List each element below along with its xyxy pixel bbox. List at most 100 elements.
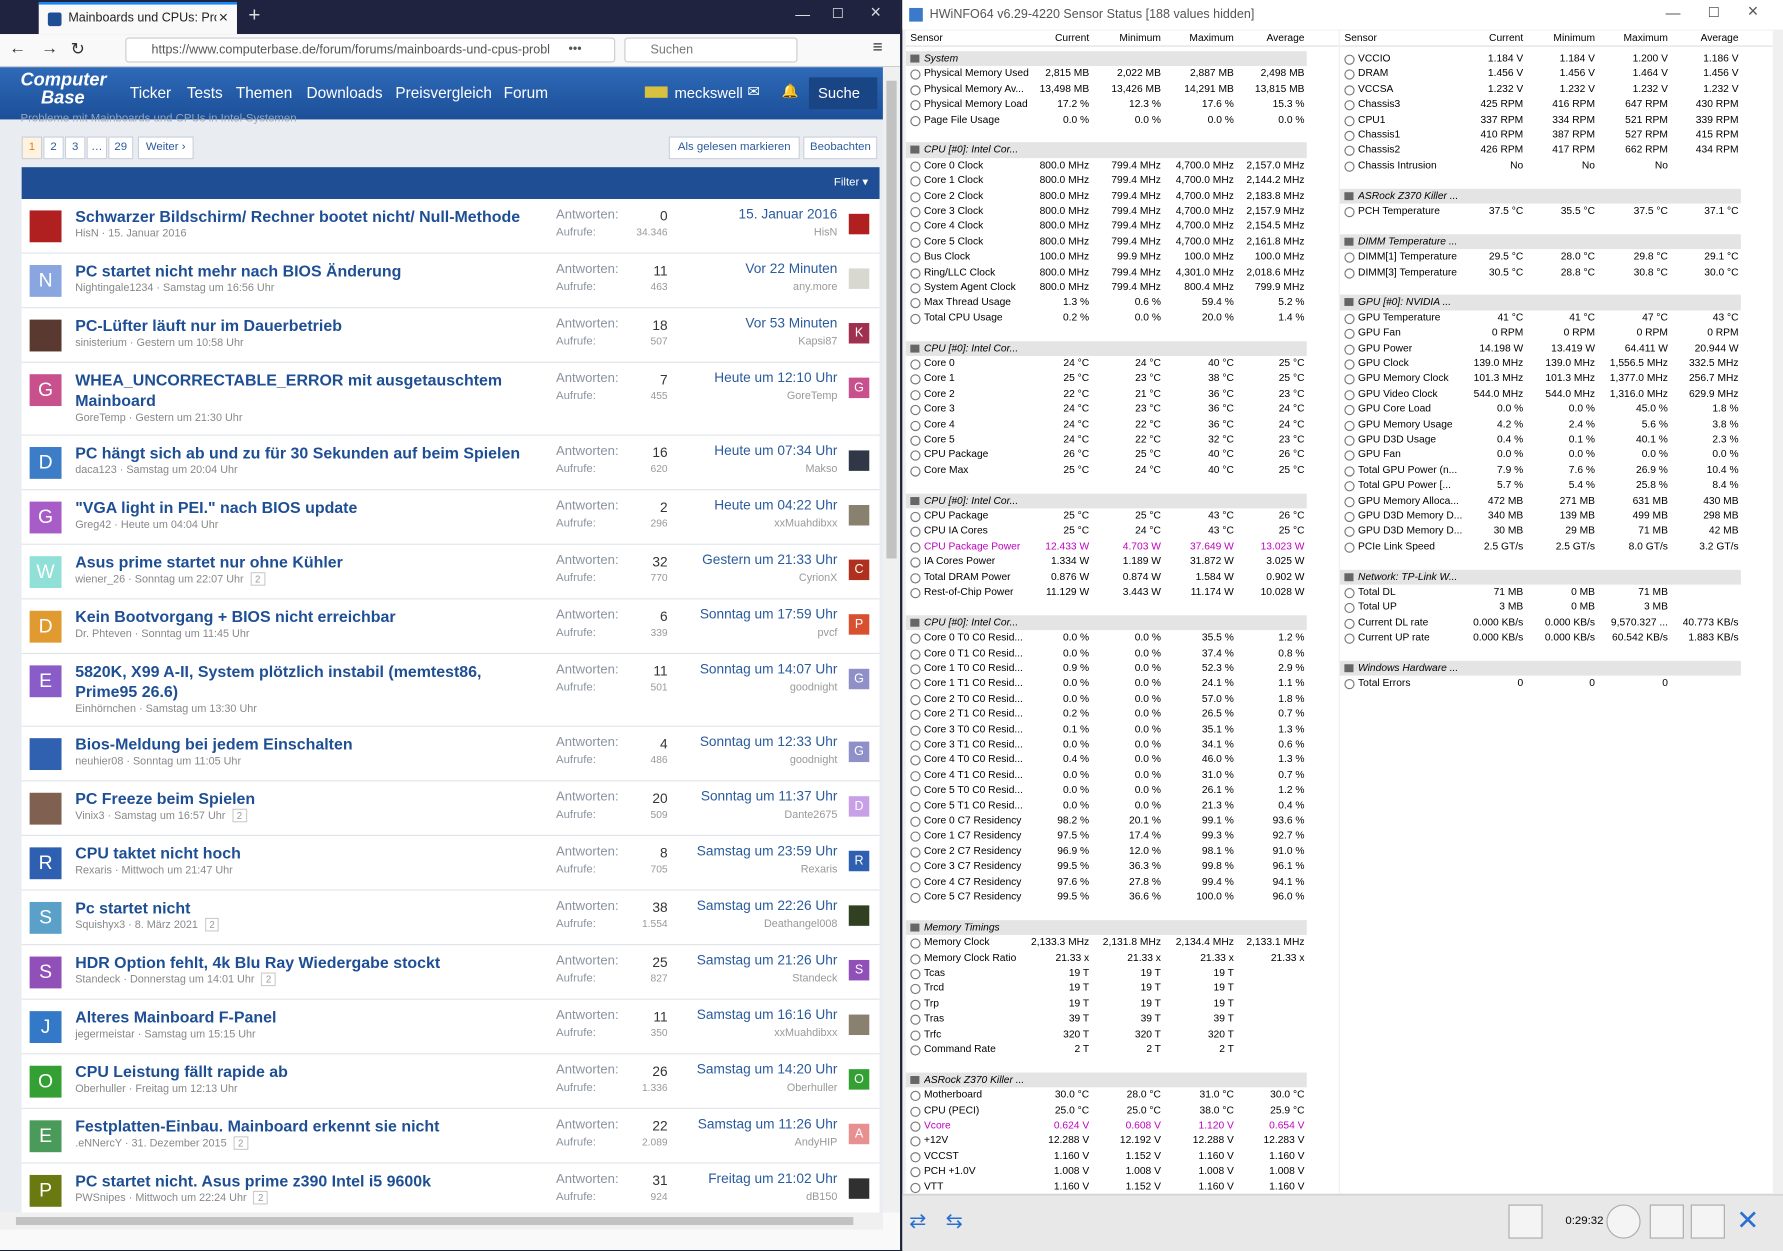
last-post-date[interactable]: Samstag um 14:20 Uhr xyxy=(696,1061,838,1078)
minimize[interactable]: — xyxy=(795,5,811,23)
page-badge[interactable]: 2 xyxy=(232,808,247,823)
maximize[interactable]: ☐ xyxy=(1707,4,1721,21)
thread-link[interactable]: HDR Option fehlt, 4k Blu Ray Wiedergabe … xyxy=(75,953,441,972)
scroll-thumb[interactable] xyxy=(15,1217,854,1225)
thread-link[interactable]: PC startet nicht mehr nach BIOS Änderung xyxy=(75,261,402,280)
last-poster[interactable]: goodnight xyxy=(789,754,838,767)
nav-item[interactable]: Forum xyxy=(503,84,549,102)
page-badge[interactable]: 2 xyxy=(261,972,276,987)
horizontal-scrollbar[interactable] xyxy=(0,1212,883,1230)
thread-link[interactable]: PC-Lüfter läuft nur im Dauerbetrieb xyxy=(75,316,342,335)
last-poster[interactable]: CyrionX xyxy=(798,572,838,585)
last-post-date[interactable]: Freitag um 21:02 Uhr xyxy=(708,1170,838,1187)
filter[interactable]: Filter ▾ xyxy=(833,176,869,189)
nav-item[interactable]: Tests xyxy=(186,84,223,102)
last-poster[interactable]: Deathangel008 xyxy=(763,917,838,931)
messages[interactable]: ✉ xyxy=(747,83,760,101)
last-poster[interactable]: any.more xyxy=(793,280,838,294)
last-poster[interactable]: AndyHIP xyxy=(794,1136,838,1149)
close[interactable]: × xyxy=(1747,2,1759,22)
last-post-date[interactable]: 15. Januar 2016 xyxy=(738,205,838,222)
next-page[interactable]: Weiter › xyxy=(137,136,194,160)
last-post-date[interactable]: Heute um 12:10 Uhr xyxy=(714,369,838,386)
last-poster[interactable]: HisN xyxy=(813,226,838,239)
alerts[interactable]: 🔔 xyxy=(781,83,799,99)
page-badge[interactable]: 2 xyxy=(233,1136,248,1150)
page-link[interactable]: … xyxy=(86,136,108,160)
last-poster[interactable]: Standeck xyxy=(792,972,838,985)
thread-link[interactable]: CPU Leistung fällt rapide ab xyxy=(75,1062,288,1081)
thread-link[interactable]: PC startet nicht. Asus prime z390 Intel … xyxy=(75,1171,431,1190)
last-poster[interactable]: Kapsi87 xyxy=(798,335,838,349)
thread-link[interactable]: "VGA light in PEI." nach BIOS update xyxy=(75,498,358,517)
search-button[interactable]: Suche xyxy=(818,84,861,102)
last-poster[interactable]: goodnight xyxy=(789,681,838,694)
minimize[interactable]: — xyxy=(1665,4,1681,22)
close[interactable]: × xyxy=(870,3,882,23)
search-bar[interactable]: Suchen xyxy=(624,37,798,63)
last-poster[interactable]: pvcf xyxy=(817,626,838,640)
nav-item[interactable]: Downloads xyxy=(306,84,383,102)
thread-link[interactable]: Schwarzer Bildschirm/ Rechner bootet nic… xyxy=(75,207,521,226)
last-post-date[interactable]: Sonntag um 11:37 Uhr xyxy=(700,788,838,805)
log-button[interactable] xyxy=(1649,1204,1684,1239)
vertical-scrollbar[interactable] xyxy=(882,67,901,1213)
thread-link[interactable]: Festplatten-Einbau. Mainboard erkennt si… xyxy=(75,1116,440,1136)
last-post-date[interactable]: Samstag um 23:59 Uhr xyxy=(696,842,838,859)
back[interactable]: ← xyxy=(9,38,27,59)
thread-link[interactable]: Alteres Mainboard F-Panel xyxy=(75,1007,277,1026)
new-tab[interactable]: + xyxy=(248,3,261,27)
page-badge[interactable]: 2 xyxy=(253,1190,268,1205)
last-post-date[interactable]: Sonntag um 17:59 Uhr xyxy=(699,606,838,623)
page-badge[interactable]: 2 xyxy=(250,572,266,586)
scroll-thumb[interactable] xyxy=(886,80,897,559)
reload[interactable]: ↻ xyxy=(70,39,85,60)
page-link[interactable]: 1 xyxy=(21,136,43,160)
last-post-date[interactable]: Samstag um 21:26 Uhr xyxy=(696,952,838,968)
page-actions[interactable]: ••• xyxy=(568,42,582,56)
nav-item[interactable]: Ticker xyxy=(129,84,172,102)
thread-link[interactable]: PC Freeze beim Spielen xyxy=(75,789,256,808)
thread-link[interactable]: Asus prime startet nur ohne Kühler xyxy=(75,552,343,571)
nav-collapse[interactable]: ⇆ xyxy=(945,1209,963,1232)
action-button[interactable]: Als gelesen markieren xyxy=(668,136,800,160)
last-post-date[interactable]: Sonntag um 12:33 Uhr xyxy=(699,733,838,750)
settings-button[interactable] xyxy=(1690,1204,1725,1239)
page-link[interactable]: 29 xyxy=(108,136,134,160)
network-button[interactable] xyxy=(1508,1204,1543,1239)
clock-button[interactable] xyxy=(1606,1204,1641,1239)
menu[interactable]: ≡ xyxy=(872,37,883,57)
last-poster[interactable]: Oberhuller xyxy=(786,1081,838,1095)
url-bar[interactable]: https://www.computerbase.de/forum/forums… xyxy=(125,37,616,63)
logo[interactable]: Computer Base xyxy=(21,71,107,108)
last-post-date[interactable]: Samstag um 16:16 Uhr xyxy=(696,1006,838,1023)
last-poster[interactable]: Makso xyxy=(805,462,838,476)
last-poster[interactable]: Dante2675 xyxy=(784,808,838,822)
page-link[interactable]: 3 xyxy=(64,136,86,160)
nav-item[interactable]: Preisvergleich xyxy=(395,84,492,102)
tab[interactable]: Mainboards und CPUs: Probler × xyxy=(38,2,237,35)
thread-link[interactable]: Bios-Meldung bei jedem Einschalten xyxy=(75,734,353,753)
last-poster[interactable]: GoreTemp xyxy=(786,390,838,403)
last-poster[interactable]: Rexaris xyxy=(800,863,838,876)
thread-link[interactable]: WHEA_UNCORRECTABLE_ERROR mit ausgetausch… xyxy=(75,370,503,410)
last-poster[interactable]: dB150 xyxy=(806,1190,838,1204)
thread-link[interactable]: Kein Bootvorgang + BIOS nicht erreichbar xyxy=(75,607,396,626)
forward[interactable]: → xyxy=(41,38,59,59)
action-button[interactable]: Beobachten xyxy=(803,136,878,160)
page-badge[interactable]: 2 xyxy=(204,917,220,932)
last-post-date[interactable]: Vor 22 Minuten xyxy=(745,260,838,277)
last-post-date[interactable]: Vor 53 Minuten xyxy=(745,315,838,331)
tab-close[interactable]: × xyxy=(218,7,229,27)
maximize[interactable]: ☐ xyxy=(831,5,844,22)
last-poster[interactable]: xxMuahdibxx xyxy=(774,1027,838,1040)
nav-item[interactable]: Themen xyxy=(235,84,293,102)
last-post-date[interactable]: Gestern um 21:33 Uhr xyxy=(702,551,838,568)
last-poster[interactable]: xxMuahdibxx xyxy=(774,517,838,531)
last-post-date[interactable]: Sonntag um 14:07 Uhr xyxy=(699,660,838,677)
thread-link[interactable]: Pc startet nicht xyxy=(75,898,191,917)
last-post-date[interactable]: Heute um 07:34 Uhr xyxy=(714,442,838,459)
thread-link[interactable]: 5820K, X99 A-II, System plötzlich instab… xyxy=(75,661,482,701)
close-button[interactable]: ✕ xyxy=(1736,1205,1760,1237)
thread-link[interactable]: CPU taktet nicht hoch xyxy=(75,843,241,863)
